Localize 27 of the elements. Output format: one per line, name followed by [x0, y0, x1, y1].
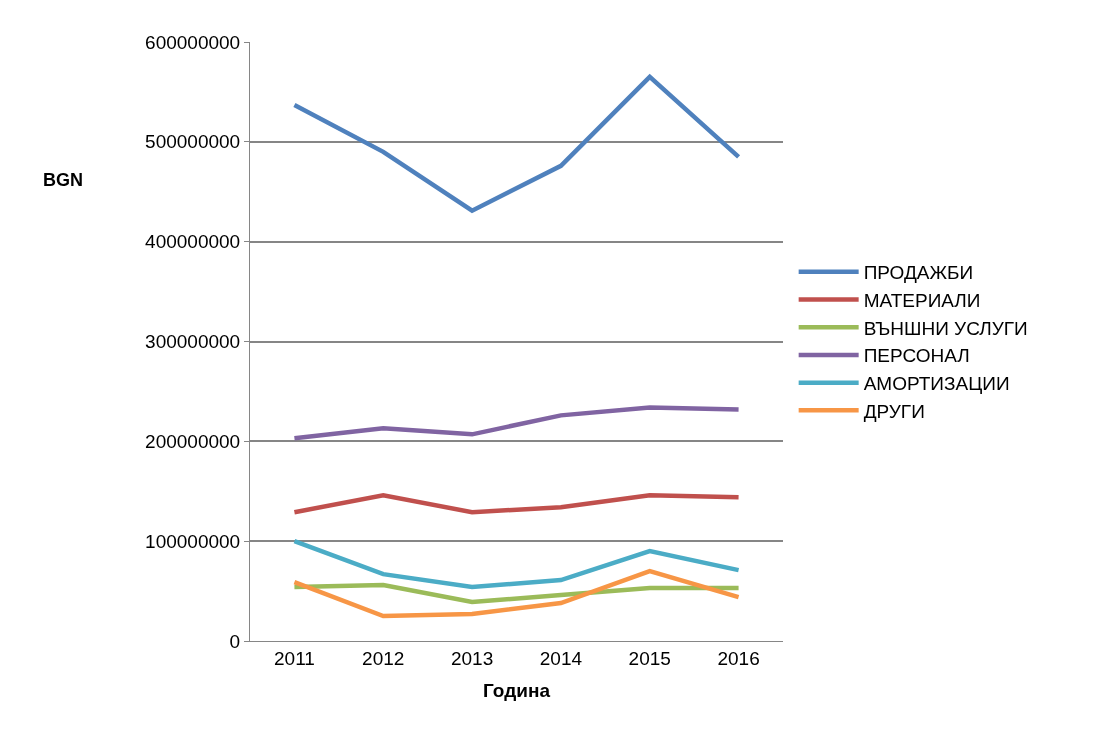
line-series: [292, 492, 741, 515]
x-tick-label: 2012: [362, 647, 405, 669]
x-tick-label: 2016: [717, 647, 760, 669]
x-axis-title: Година: [483, 679, 551, 701]
legend-label: ДРУГИ: [863, 400, 925, 422]
legend-label: ПРОДАЖБИ: [863, 262, 974, 284]
y-tick-label: 200000000: [145, 430, 241, 452]
legend-label: ВЪНШНИ УСЛУГИ: [863, 317, 1028, 339]
y-tick-label: 500000000: [145, 131, 241, 153]
y-tick-label: 600000000: [145, 31, 241, 53]
y-tick-label: 0: [229, 630, 241, 652]
x-tick-label: 2011: [273, 647, 315, 669]
x-tick-label: 2014: [539, 647, 583, 669]
legend-label: АМОРТИЗАЦИИ: [863, 373, 1010, 395]
line-series: [292, 405, 741, 441]
y-axis-title: BGN: [43, 170, 83, 190]
x-tick-label: 2015: [628, 647, 671, 669]
y-tick-label: 300000000: [145, 331, 241, 353]
line-series: [292, 538, 741, 590]
y-tick-label: 100000000: [145, 530, 241, 552]
legend-label: ПЕРСОНАЛ: [863, 345, 970, 367]
legend-label: МАТЕРИАЛИ: [863, 289, 981, 311]
x-tick-label: 2013: [450, 647, 494, 669]
line-series: [292, 582, 741, 605]
y-tick-label: 400000000: [145, 231, 241, 253]
line-series: [292, 74, 741, 213]
line-series: [292, 568, 741, 619]
